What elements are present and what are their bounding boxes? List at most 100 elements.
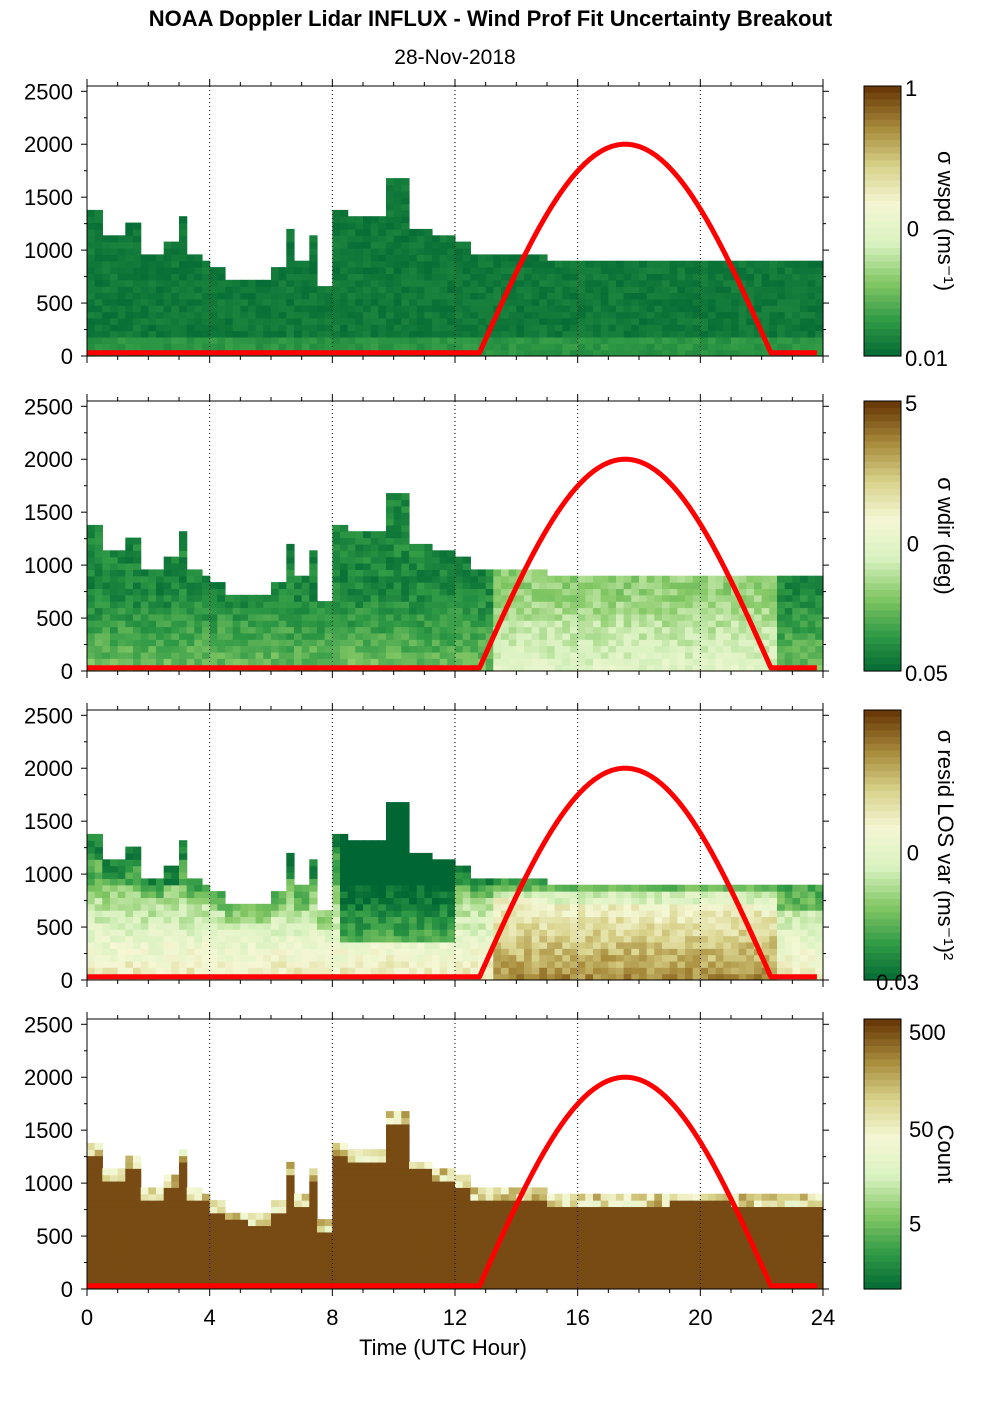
- heatmap-cell: [102, 658, 111, 666]
- heatmap-cell: [531, 954, 540, 962]
- y-tick-label: 1000: [24, 238, 73, 263]
- heatmap-cell: [401, 305, 410, 313]
- heatmap-cell: [432, 273, 441, 281]
- heatmap-cell: [324, 305, 333, 313]
- heatmap-cell: [662, 311, 671, 319]
- heatmap-cell: [248, 948, 257, 956]
- heatmap-cell: [202, 601, 211, 609]
- heatmap-cell: [286, 941, 295, 949]
- heatmap-cell: [639, 897, 648, 905]
- heatmap-cell: [554, 279, 563, 287]
- heatmap-cell: [94, 569, 103, 577]
- heatmap-cell: [677, 298, 686, 306]
- heatmap-cell: [386, 948, 395, 956]
- heatmap-cell: [631, 292, 640, 300]
- heatmap-cell: [508, 324, 517, 332]
- heatmap-cell: [301, 607, 310, 615]
- heatmap-cell: [378, 336, 387, 344]
- heatmap-cell: [501, 658, 510, 666]
- heatmap-cell: [554, 613, 563, 621]
- heatmap-cell: [462, 336, 471, 344]
- heatmap-cell: [393, 582, 402, 590]
- heatmap-cell: [263, 336, 272, 344]
- colorbar-swatch: [864, 261, 901, 269]
- heatmap-cell: [485, 620, 494, 628]
- heatmap-cell: [355, 658, 364, 666]
- heatmap-cell: [378, 330, 387, 338]
- heatmap-cell: [240, 343, 249, 351]
- heatmap-cell: [363, 613, 372, 621]
- heatmap-cell: [232, 626, 241, 634]
- heatmap-cell: [125, 273, 134, 281]
- heatmap-cell: [186, 254, 195, 262]
- heatmap-cell: [386, 607, 395, 615]
- heatmap-cell: [432, 948, 441, 956]
- heatmap-cell: [462, 651, 471, 659]
- heatmap-cell: [194, 267, 203, 275]
- heatmap-cell: [478, 254, 487, 262]
- heatmap-cell: [301, 601, 310, 609]
- heatmap-cell: [639, 967, 648, 975]
- heatmap-cell: [731, 658, 740, 666]
- heatmap-cell: [232, 594, 241, 602]
- heatmap-cell: [577, 897, 586, 905]
- heatmap-cell: [301, 292, 310, 300]
- heatmap-cell: [547, 582, 556, 590]
- heatmap-cell: [194, 613, 203, 621]
- heatmap-cell: [347, 317, 356, 325]
- heatmap-cell: [255, 336, 264, 344]
- heatmap-cell: [332, 336, 341, 344]
- heatmap-cell: [347, 840, 356, 848]
- heatmap-cell: [562, 935, 571, 943]
- heatmap-cell: [393, 651, 402, 659]
- heatmap-cell: [286, 639, 295, 647]
- colorbar-swatch: [864, 281, 901, 290]
- heatmap-cell: [117, 550, 126, 558]
- heatmap-cell: [263, 632, 272, 640]
- heatmap-cell: [202, 941, 211, 949]
- heatmap-cell: [102, 279, 111, 287]
- heatmap-cell: [562, 891, 571, 899]
- heatmap-cell: [493, 582, 502, 590]
- heatmap-cell: [355, 563, 364, 570]
- heatmap-cell: [125, 601, 134, 609]
- heatmap-cell: [248, 632, 257, 640]
- heatmap-cell: [340, 543, 349, 551]
- heatmap-cell: [662, 632, 671, 640]
- heatmap-cell: [677, 613, 686, 621]
- heatmap-cell: [370, 222, 379, 230]
- heatmap-cell: [539, 349, 548, 357]
- heatmap-cell: [179, 569, 188, 577]
- heatmap-cell: [478, 330, 487, 338]
- heatmap-cell: [248, 639, 257, 647]
- heatmap-cell: [692, 311, 701, 319]
- heatmap-cell: [593, 954, 602, 962]
- heatmap-cell: [508, 884, 517, 892]
- heatmap-cell: [378, 891, 387, 899]
- heatmap-cell: [378, 872, 387, 879]
- heatmap-cell: [447, 651, 456, 659]
- heatmap-cell: [301, 891, 310, 899]
- heatmap-cell: [677, 594, 686, 602]
- heatmap-cell: [309, 922, 318, 930]
- heatmap-cell: [685, 292, 694, 300]
- heatmap-cell: [669, 305, 678, 313]
- heatmap-cell: [715, 317, 724, 325]
- heatmap-cell: [186, 645, 195, 653]
- heatmap-cell: [508, 967, 517, 975]
- heatmap-cell: [700, 935, 709, 943]
- heatmap-cell: [754, 884, 763, 892]
- heatmap-cell: [140, 658, 149, 666]
- heatmap-cell: [286, 645, 295, 653]
- heatmap-cell: [186, 897, 195, 905]
- heatmap-cell: [470, 639, 479, 647]
- heatmap-cell: [110, 929, 119, 937]
- heatmap-cell: [723, 954, 732, 962]
- heatmap-cell: [784, 658, 793, 666]
- heatmap-cell: [478, 260, 487, 268]
- heatmap-cell: [784, 267, 793, 275]
- heatmap-cell: [485, 582, 494, 590]
- heatmap-cell: [654, 626, 663, 634]
- heatmap-cell: [516, 916, 525, 924]
- heatmap-cell: [87, 954, 96, 962]
